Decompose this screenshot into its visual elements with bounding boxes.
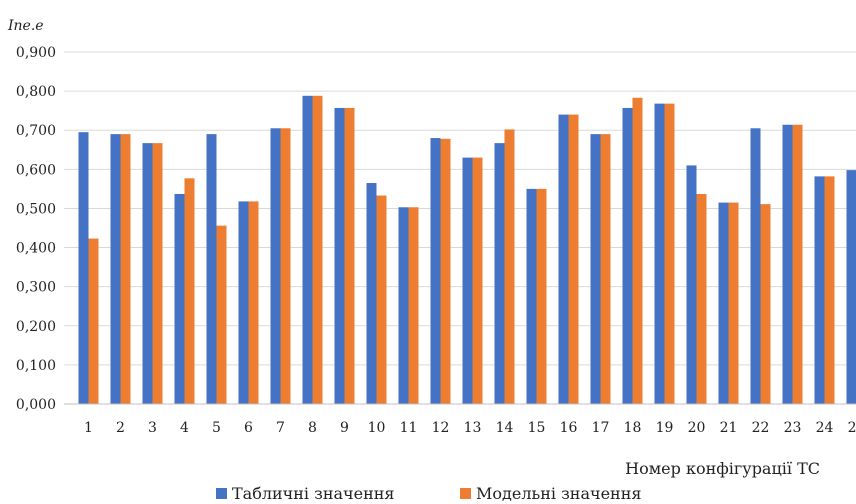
bar-model-22 bbox=[760, 204, 771, 404]
gridlines bbox=[64, 51, 856, 366]
y-tick-labels: 0,000 0,100 0,200 0,300 0,400 0,500 0,600 0,700… bbox=[16, 45, 56, 413]
bar-model-8 bbox=[312, 95, 323, 404]
bar-tabular-24 bbox=[814, 176, 825, 404]
bar-model-20 bbox=[696, 193, 707, 404]
x-tick-label: 6 bbox=[244, 420, 253, 436]
bar-model-19 bbox=[664, 103, 675, 405]
x-tick-label: 17 bbox=[592, 420, 610, 436]
bar-model-6 bbox=[248, 201, 259, 404]
bar-tabular-25 bbox=[846, 170, 856, 404]
x-tick-label: 23 bbox=[784, 420, 802, 436]
x-tick-label: 2 bbox=[116, 420, 125, 436]
x-tick-label: 13 bbox=[464, 420, 482, 436]
bar-model-2 bbox=[120, 134, 131, 404]
bar-model-11 bbox=[408, 207, 419, 404]
bar-model-15 bbox=[536, 188, 547, 404]
bar-tabular-3 bbox=[142, 143, 153, 404]
bar-tabular-14 bbox=[494, 143, 505, 404]
x-tick-label: 3 bbox=[148, 420, 157, 436]
bar-model-3 bbox=[152, 143, 163, 404]
x-tick-label: 22 bbox=[752, 420, 770, 436]
y-tick-label: 0,000 bbox=[16, 397, 56, 413]
x-tick-label: 10 bbox=[368, 420, 386, 436]
x-tick-label: 20 bbox=[688, 420, 706, 436]
bar-model-24 bbox=[824, 176, 835, 404]
y-tick-label: 0,700 bbox=[16, 123, 56, 139]
bar-tabular-16 bbox=[558, 114, 569, 405]
bar-model-1 bbox=[88, 238, 99, 404]
bar-tabular-11 bbox=[398, 207, 409, 404]
y-tick-label: 0,300 bbox=[16, 280, 56, 296]
y-tick-label: 0,100 bbox=[16, 358, 56, 374]
bar-model-16 bbox=[568, 114, 579, 405]
bar-tabular-12 bbox=[430, 138, 441, 405]
x-tick-label: 21 bbox=[720, 420, 738, 436]
bar-tabular-17 bbox=[590, 134, 601, 404]
x-tick-label: 9 bbox=[340, 420, 349, 436]
x-tick-label: 1 bbox=[84, 420, 93, 436]
y-tick-label: 0,800 bbox=[16, 84, 56, 100]
bars bbox=[78, 95, 856, 405]
legend-label-model: Модельні значення bbox=[476, 484, 641, 503]
legend: Табличні значення Модельні значення bbox=[216, 484, 641, 503]
x-tick-label: 15 bbox=[528, 420, 546, 436]
bar-model-21 bbox=[728, 202, 739, 404]
x-tick-label: 12 bbox=[432, 420, 450, 436]
x-tick-label: 25 bbox=[848, 420, 856, 436]
x-tick-label: 4 bbox=[180, 420, 189, 436]
legend-label-tabular: Табличні значення bbox=[232, 484, 395, 503]
bar-model-10 bbox=[376, 195, 387, 404]
bar-tabular-4 bbox=[174, 193, 185, 404]
bar-model-23 bbox=[792, 124, 803, 404]
x-tick-label: 14 bbox=[496, 420, 514, 436]
x-tick-label: 11 bbox=[400, 420, 418, 436]
x-axis-label: Номер конфігурації ТС bbox=[625, 459, 820, 478]
bar-model-4 bbox=[184, 178, 195, 404]
y-tick-label: 0,500 bbox=[16, 201, 56, 217]
bar-tabular-9 bbox=[334, 107, 345, 404]
y-axis-label: Іпе.е bbox=[7, 18, 44, 34]
bar-tabular-6 bbox=[238, 201, 249, 404]
y-tick-label: 0,600 bbox=[16, 162, 56, 178]
bar-tabular-13 bbox=[462, 157, 473, 404]
bar-tabular-18 bbox=[622, 107, 633, 404]
bar-tabular-8 bbox=[302, 95, 313, 404]
bar-tabular-19 bbox=[654, 103, 665, 405]
x-tick-label: 7 bbox=[276, 420, 285, 436]
legend-swatch-model bbox=[460, 488, 471, 499]
x-tick-label: 16 bbox=[560, 420, 578, 436]
bar-model-13 bbox=[472, 157, 483, 404]
x-tick-label: 5 bbox=[212, 420, 221, 436]
bar-tabular-22 bbox=[750, 128, 761, 404]
bar-tabular-5 bbox=[206, 134, 217, 404]
x-tick-label: 8 bbox=[308, 420, 317, 436]
bar-model-7 bbox=[280, 128, 291, 404]
bar-tabular-23 bbox=[782, 124, 793, 404]
bar-model-9 bbox=[344, 107, 355, 404]
bar-model-12 bbox=[440, 138, 451, 404]
bar-tabular-10 bbox=[366, 183, 377, 404]
bar-model-14 bbox=[504, 129, 515, 404]
x-tick-labels: 1 2 3 4 5 6 7 8 9 10 11 12 13 14 15 16 17 18 19 20 21 22 23 24 2… bbox=[84, 420, 856, 436]
bar-tabular-7 bbox=[270, 128, 281, 404]
bar-model-17 bbox=[600, 134, 611, 404]
bar-model-5 bbox=[216, 225, 227, 404]
x-tick-label: 18 bbox=[624, 420, 642, 436]
legend-swatch-tabular bbox=[216, 488, 227, 499]
bar-tabular-2 bbox=[110, 134, 121, 404]
bar-model-18 bbox=[632, 97, 643, 404]
y-tick-label: 0,900 bbox=[16, 45, 56, 61]
bar-tabular-21 bbox=[718, 202, 729, 404]
x-tick-label: 19 bbox=[656, 420, 674, 436]
y-tick-label: 0,400 bbox=[16, 241, 56, 257]
x-tick-label: 24 bbox=[816, 420, 834, 436]
y-tick-label: 0,200 bbox=[16, 319, 56, 335]
bar-tabular-1 bbox=[78, 132, 89, 404]
bar-tabular-15 bbox=[526, 188, 537, 404]
bar-tabular-20 bbox=[686, 165, 697, 404]
